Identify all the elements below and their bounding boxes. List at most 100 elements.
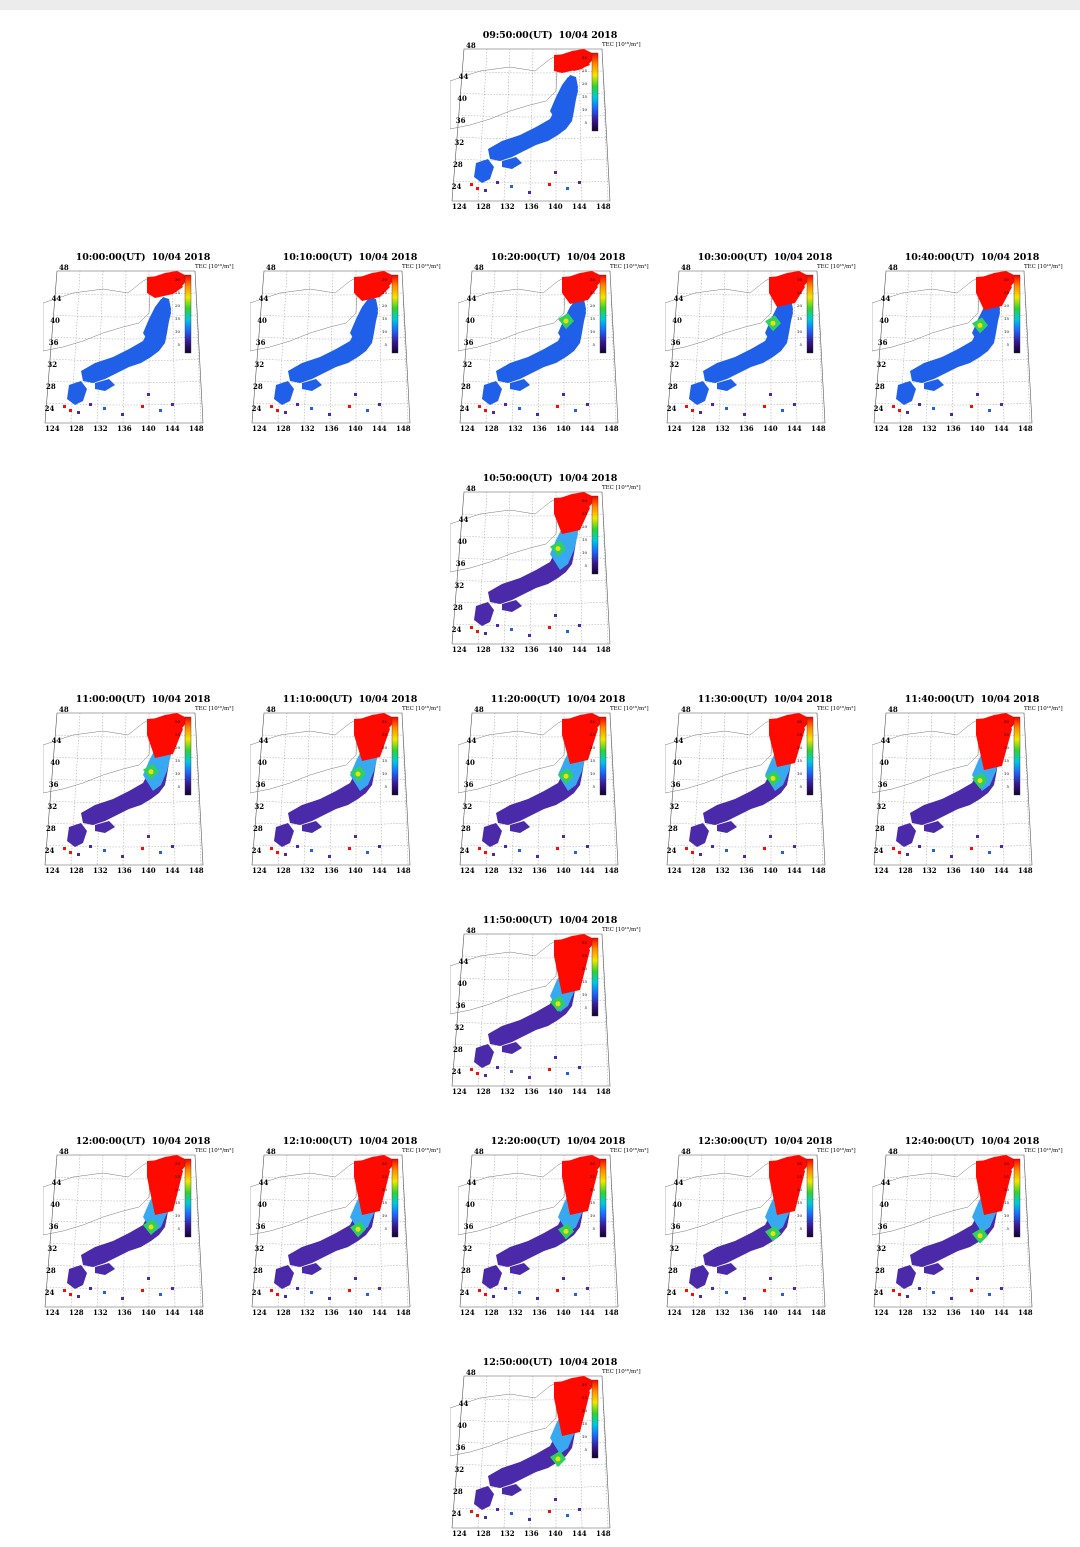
continent-outline — [450, 1381, 559, 1457]
latitude-label: 32 — [454, 581, 464, 590]
latitude-gridline — [880, 1220, 1028, 1224]
island-station-point — [976, 835, 979, 838]
island-station-point — [554, 1498, 557, 1501]
latitude-label: 40 — [672, 758, 682, 767]
longitude-label: 140 — [970, 1308, 985, 1317]
island-station-point — [906, 411, 909, 414]
longitude-label: 144 — [572, 1087, 587, 1096]
island-station-point — [378, 403, 381, 406]
island-station-point — [932, 1291, 935, 1294]
longitude-label: 128 — [69, 1308, 84, 1317]
colorbar-tick-label: 15 — [797, 316, 803, 321]
island-station-point — [574, 409, 577, 412]
tid-anomaly-core — [770, 1231, 776, 1237]
tid-anomaly-core — [563, 318, 569, 324]
continent-outline — [665, 1160, 774, 1236]
latitude-gridline — [468, 314, 613, 318]
colorbar — [184, 716, 192, 796]
longitude-label: 148 — [811, 424, 826, 433]
latitude-gridline — [465, 358, 615, 362]
longitude-label: 132 — [500, 1087, 515, 1096]
latitude-label: 24 — [452, 1067, 462, 1076]
continent-outline — [43, 1160, 152, 1236]
colorbar — [599, 274, 607, 354]
colorbar-tick-label: 15 — [582, 1421, 588, 1426]
colorbar-label: TEC [10¹⁶/m²] — [817, 264, 856, 270]
longitude-label: 148 — [1018, 866, 1033, 875]
colorbar — [591, 52, 599, 132]
colorbar-tick-label: 30 — [1004, 719, 1010, 724]
island-station-point — [743, 855, 746, 858]
colorbar-tick-label: 5 — [1006, 342, 1009, 347]
island-station-point — [284, 853, 287, 856]
island-station-point — [763, 1289, 766, 1292]
island-station-point — [578, 181, 581, 184]
panel-title: 10:50:00(UT) 10/04 2018 — [450, 473, 650, 484]
longitude-label: 144 — [165, 424, 180, 433]
longitude-label: 140 — [970, 866, 985, 875]
latitude-gridline — [465, 800, 615, 804]
tec-map-panel: 12:50:00(UT) 10/04 2018 TEC [10¹⁶/m²] 30 25 2… — [450, 1357, 650, 1547]
longitude-label: 136 — [739, 424, 754, 433]
latitude-label: 40 — [465, 1200, 475, 1209]
tohoku-region-fill — [550, 520, 578, 570]
colorbar-tick-label: 10 — [1004, 329, 1010, 334]
colorbar-tick-label: 15 — [175, 1200, 181, 1205]
honshu-fill — [288, 739, 378, 825]
panel-date: 10/04 2018 — [773, 694, 833, 705]
latitude-gridline — [258, 336, 406, 340]
latitude-label: 48 — [681, 705, 691, 714]
island-station-point — [484, 189, 487, 192]
colorbar-tick-label: 10 — [590, 329, 596, 334]
longitude-label: 124 — [45, 424, 60, 433]
latitude-label: 44 — [467, 736, 477, 745]
latitude-gridline — [880, 778, 1028, 782]
latitude-label: 48 — [888, 263, 898, 272]
longitude-label: 124 — [667, 424, 682, 433]
colorbar-tick-label: 25 — [382, 290, 388, 295]
island-station-point — [685, 1289, 688, 1292]
panel-date: 10/04 2018 — [566, 1136, 626, 1147]
colorbar-label: TEC [10¹⁶/m²] — [602, 1369, 641, 1375]
colorbar-tick-label: 15 — [582, 94, 588, 99]
colorbar-tick-label: 20 — [382, 1187, 388, 1192]
island-station-point — [554, 614, 557, 617]
latitude-label: 44 — [52, 736, 62, 745]
island-station-point — [950, 1297, 953, 1300]
latitude-label: 44 — [459, 1399, 469, 1408]
colorbar-tick-label: 20 — [582, 81, 588, 86]
colorbar-label: TEC [10¹⁶/m²] — [402, 1148, 441, 1154]
colorbar-tick-label: 5 — [584, 1005, 587, 1010]
latitude-label: 44 — [52, 294, 62, 303]
colorbar-label: TEC [10¹⁶/m²] — [817, 1148, 856, 1154]
longitude-label: 140 — [763, 424, 778, 433]
latitude-label: 24 — [452, 1509, 462, 1518]
longitude-label: 140 — [548, 202, 563, 211]
island-station-point — [147, 835, 150, 838]
island-station-point — [328, 855, 331, 858]
longitude-label: 132 — [715, 1308, 730, 1317]
colorbar-tick-label: 5 — [592, 1226, 595, 1231]
honshu-fill — [288, 297, 378, 383]
longitude-label: 136 — [532, 1308, 547, 1317]
island-station-point — [510, 628, 513, 631]
longitude-gridline — [122, 1154, 127, 1308]
longitude-label: 144 — [572, 202, 587, 211]
panel-time: 12:50:00(UT) — [482, 1357, 553, 1368]
longitude-label: 148 — [604, 424, 619, 433]
island-station-point — [378, 845, 381, 848]
longitude-label: 140 — [763, 1308, 778, 1317]
island-station-point — [566, 1072, 569, 1075]
island-station-point — [586, 1287, 589, 1290]
longitude-gridline — [744, 1154, 749, 1308]
continent-outline — [458, 1160, 567, 1236]
island-station-point — [328, 413, 331, 416]
colorbar-tick-label: 30 — [582, 940, 588, 945]
island-station-point — [510, 185, 513, 188]
latitude-gridline — [458, 557, 606, 561]
colorbar-label: TEC [10¹⁶/m²] — [602, 485, 641, 491]
tec-map: 30 25 20 15 10 5 48 44 40 36 32 28 24 124 128 132 136 140… — [450, 41, 611, 211]
longitude-gridline — [329, 270, 334, 424]
latitude-label: 48 — [474, 1147, 484, 1156]
longitude-label: 132 — [715, 424, 730, 433]
